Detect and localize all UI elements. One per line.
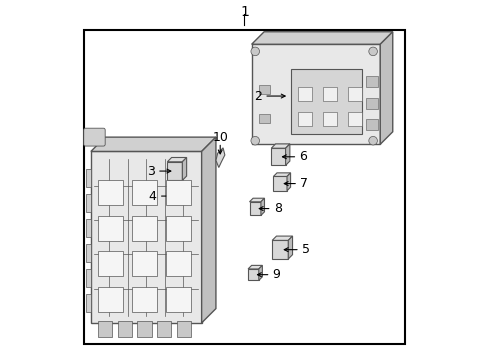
Polygon shape bbox=[216, 148, 224, 167]
Bar bbox=[85, 169, 91, 187]
Polygon shape bbox=[167, 162, 182, 180]
Bar bbox=[132, 180, 157, 205]
Bar bbox=[323, 87, 337, 102]
Bar bbox=[176, 321, 190, 337]
Polygon shape bbox=[182, 157, 186, 180]
Bar bbox=[365, 98, 378, 109]
Bar bbox=[365, 76, 378, 87]
Text: 2: 2 bbox=[253, 90, 261, 103]
Bar bbox=[165, 216, 190, 241]
Polygon shape bbox=[273, 173, 290, 176]
Bar bbox=[132, 287, 157, 312]
Bar bbox=[85, 269, 91, 287]
Text: 3: 3 bbox=[147, 165, 155, 177]
Bar bbox=[132, 216, 157, 241]
Text: 9: 9 bbox=[272, 268, 280, 281]
Bar bbox=[85, 219, 91, 237]
Polygon shape bbox=[261, 198, 264, 215]
Bar bbox=[258, 114, 269, 123]
Polygon shape bbox=[171, 189, 185, 203]
Bar bbox=[85, 244, 91, 262]
Polygon shape bbox=[247, 265, 262, 269]
Bar bbox=[98, 287, 123, 312]
Text: 6: 6 bbox=[299, 150, 307, 163]
Bar bbox=[365, 119, 378, 130]
Circle shape bbox=[368, 47, 377, 56]
Bar bbox=[83, 30, 405, 344]
Bar bbox=[323, 112, 337, 126]
Text: 5: 5 bbox=[301, 243, 309, 256]
Bar bbox=[347, 112, 362, 126]
Bar bbox=[290, 69, 362, 134]
Circle shape bbox=[250, 136, 259, 145]
Bar bbox=[85, 194, 91, 212]
Bar bbox=[157, 321, 171, 337]
Polygon shape bbox=[287, 236, 292, 259]
Polygon shape bbox=[167, 157, 186, 162]
Text: 8: 8 bbox=[273, 202, 281, 215]
Bar bbox=[118, 321, 132, 337]
Bar bbox=[98, 216, 123, 241]
Text: 10: 10 bbox=[212, 131, 228, 144]
Polygon shape bbox=[251, 44, 380, 144]
Bar bbox=[132, 251, 157, 276]
Polygon shape bbox=[380, 32, 392, 144]
Polygon shape bbox=[185, 185, 188, 203]
Bar bbox=[298, 87, 312, 102]
Polygon shape bbox=[247, 269, 258, 280]
Polygon shape bbox=[249, 198, 264, 202]
Polygon shape bbox=[91, 152, 201, 323]
Bar bbox=[258, 85, 269, 94]
Polygon shape bbox=[249, 202, 261, 215]
Polygon shape bbox=[201, 137, 216, 323]
Text: 4: 4 bbox=[148, 190, 156, 203]
Bar bbox=[165, 287, 190, 312]
Polygon shape bbox=[171, 185, 188, 189]
Polygon shape bbox=[91, 137, 216, 152]
Polygon shape bbox=[273, 176, 286, 191]
Bar bbox=[347, 87, 362, 102]
Polygon shape bbox=[285, 144, 289, 165]
Bar bbox=[165, 251, 190, 276]
Polygon shape bbox=[258, 265, 262, 280]
FancyBboxPatch shape bbox=[83, 128, 105, 146]
Polygon shape bbox=[272, 236, 292, 240]
Polygon shape bbox=[271, 144, 289, 148]
Text: 7: 7 bbox=[300, 177, 307, 190]
Bar bbox=[165, 180, 190, 205]
Polygon shape bbox=[271, 148, 285, 165]
Bar bbox=[98, 321, 112, 337]
Bar bbox=[98, 180, 123, 205]
Polygon shape bbox=[251, 32, 392, 44]
Polygon shape bbox=[286, 173, 290, 191]
Bar bbox=[137, 321, 151, 337]
Circle shape bbox=[250, 47, 259, 56]
Bar bbox=[98, 251, 123, 276]
Bar bbox=[85, 294, 91, 312]
Circle shape bbox=[368, 136, 377, 145]
Text: 1: 1 bbox=[240, 5, 248, 19]
Polygon shape bbox=[272, 240, 287, 259]
Bar bbox=[298, 112, 312, 126]
